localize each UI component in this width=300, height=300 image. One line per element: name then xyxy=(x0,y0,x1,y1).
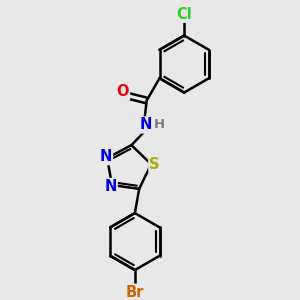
Text: N: N xyxy=(140,118,152,133)
Text: H: H xyxy=(154,118,165,131)
Text: S: S xyxy=(149,157,160,172)
Text: Cl: Cl xyxy=(176,7,192,22)
Text: N: N xyxy=(104,179,117,194)
Text: N: N xyxy=(100,149,112,164)
Text: O: O xyxy=(116,84,129,99)
Text: Br: Br xyxy=(126,285,144,300)
